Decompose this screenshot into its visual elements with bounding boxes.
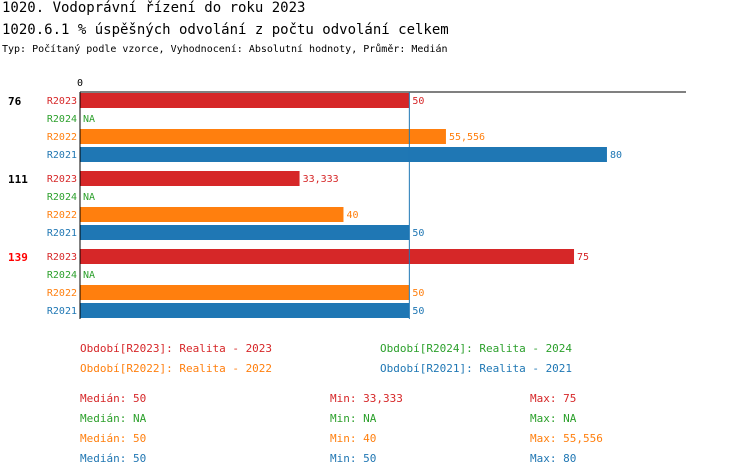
- series-label: R2022: [47, 288, 77, 299]
- series-label: R2021: [47, 306, 77, 317]
- series-label: R2023: [47, 96, 77, 107]
- data-label: 55,556: [449, 132, 485, 143]
- data-label: 33,333: [303, 174, 339, 185]
- series-label: R2023: [47, 252, 77, 263]
- x-tick-label: 0: [77, 78, 83, 89]
- data-label: NA: [83, 192, 95, 203]
- stat-median-R2023: Medián: 50: [80, 392, 147, 405]
- bar-R2022: [80, 129, 446, 144]
- bar-R2021: [80, 225, 410, 240]
- stat-min-R2022: Min: 40: [330, 432, 377, 445]
- stat-max-R2023: Max: 75: [530, 392, 577, 405]
- stat-max-R2021: Max: 80: [530, 452, 577, 465]
- data-label: NA: [83, 114, 95, 125]
- bar-chart: 0 76 R2023 50 R2024 NA R2022 55,556 R2021 80 111 R2…: [8, 78, 686, 319]
- data-label: 50: [412, 306, 424, 317]
- bar-R2021: [80, 147, 607, 162]
- series-label: R2022: [47, 210, 77, 221]
- data-label: 75: [577, 252, 589, 263]
- group-label: 139: [8, 251, 28, 264]
- data-label: 50: [412, 228, 424, 239]
- series-label: R2024: [47, 270, 77, 281]
- data-label: 50: [412, 96, 424, 107]
- data-label: 50: [412, 288, 424, 299]
- stat-median-R2024: Medián: NA: [80, 412, 147, 425]
- legend-entry-R2022: Období[R2022]: Realita - 2022: [80, 362, 273, 375]
- series-label: R2024: [47, 192, 77, 203]
- bar-R2023: [80, 249, 575, 264]
- stat-min-R2021: Min: 50: [330, 452, 377, 465]
- stat-max-R2022: Max: 55,556: [530, 432, 603, 445]
- legend-entry-R2021: Období[R2021]: Realita - 2021: [380, 362, 573, 375]
- data-label: 40: [346, 210, 358, 221]
- stat-median-R2022: Medián: 50: [80, 432, 147, 445]
- stat-min-R2024: Min: NA: [330, 412, 377, 425]
- chart-title: 1020. Vodoprávní řízení do roku 2023: [2, 0, 306, 16]
- bar-R2023: [80, 171, 300, 186]
- bar-R2022: [80, 207, 344, 222]
- bar-R2022: [80, 285, 410, 300]
- data-label: 80: [610, 150, 622, 161]
- legend-entry-R2024: Období[R2024]: Realita - 2024: [380, 342, 573, 355]
- series-label: R2022: [47, 132, 77, 143]
- series-label: R2021: [47, 150, 77, 161]
- legend-entry-R2023: Období[R2023]: Realita - 2023: [80, 342, 273, 355]
- series-label: R2024: [47, 114, 77, 125]
- stat-max-R2024: Max: NA: [530, 412, 577, 425]
- bar-R2021: [80, 303, 410, 318]
- stat-min-R2023: Min: 33,333: [330, 392, 403, 405]
- chart-subtitle: 1020.6.1 % úspěšných odvolání z počtu od…: [2, 22, 449, 38]
- series-label: R2023: [47, 174, 77, 185]
- group-label: 76: [8, 95, 22, 108]
- series-label: R2021: [47, 228, 77, 239]
- bar-R2023: [80, 93, 410, 108]
- chart-meta: Typ: Počítaný podle vzorce, Vyhodnocení:…: [2, 44, 448, 55]
- data-label: NA: [83, 270, 95, 281]
- group-label: 111: [8, 173, 28, 186]
- stat-median-R2021: Medián: 50: [80, 452, 147, 465]
